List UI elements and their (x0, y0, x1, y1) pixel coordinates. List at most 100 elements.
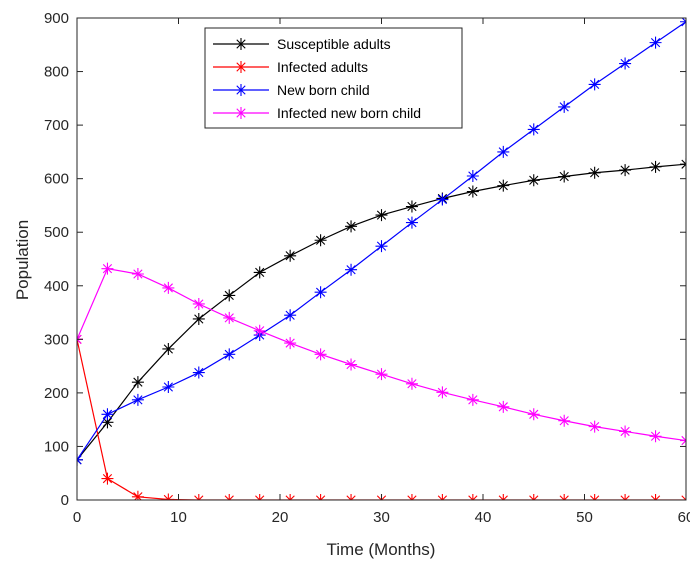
data-point (284, 249, 297, 262)
y-axis-label: Population (13, 220, 32, 300)
legend-label: Susceptible adults (277, 36, 391, 52)
x-axis-label: Time (Months) (327, 540, 436, 559)
series-1 (77, 333, 686, 500)
data-point (223, 348, 236, 361)
data-point (101, 416, 114, 429)
data-point (131, 376, 144, 389)
data-point (619, 425, 632, 438)
legend-marker (235, 107, 247, 119)
series-line-1 (77, 339, 686, 500)
data-point (192, 297, 205, 310)
data-point (345, 263, 358, 276)
data-point (253, 266, 266, 279)
legend-entry: New born child (213, 82, 370, 98)
data-point (649, 36, 662, 49)
data-point (131, 490, 144, 500)
data-point (162, 493, 175, 500)
data-point (253, 324, 266, 337)
legend-marker (235, 61, 247, 73)
series-0 (77, 158, 686, 466)
data-point (192, 312, 205, 325)
data-point (284, 309, 297, 322)
y-tick-label: 700 (44, 117, 69, 134)
data-point (558, 100, 571, 113)
data-point (588, 420, 601, 433)
series-3 (77, 262, 686, 447)
data-point (375, 240, 388, 253)
data-point (162, 281, 175, 294)
x-tick-label: 10 (170, 509, 187, 526)
data-point (284, 337, 297, 350)
data-point (101, 408, 114, 421)
legend-box (204, 27, 463, 129)
y-tick-label: 400 (44, 278, 69, 295)
data-point (405, 200, 418, 213)
data-point (558, 170, 571, 183)
x-tick-label: 0 (73, 509, 81, 526)
data-point (436, 386, 449, 399)
data-point (131, 267, 144, 280)
y-tick-label: 200 (44, 385, 69, 402)
data-point (527, 174, 540, 187)
data-point (497, 145, 510, 158)
legend-entry: Infected new born child (213, 105, 421, 121)
legend: Susceptible adults Infected adults New bor… (204, 27, 463, 129)
y-tick-label: 300 (44, 331, 69, 348)
legend-label: Infected new born child (277, 105, 421, 121)
axes: 0102030405060010020030040050060070080090… (44, 10, 690, 526)
data-point (497, 400, 510, 413)
data-point (619, 57, 632, 70)
data-point (680, 434, 686, 447)
y-tick-label: 0 (61, 492, 69, 509)
data-point (466, 393, 479, 406)
data-point (345, 358, 358, 371)
y-tick-label: 900 (44, 10, 69, 27)
data-point (405, 216, 418, 229)
legend-label: Infected adults (277, 59, 368, 75)
x-tick-label: 50 (576, 509, 593, 526)
data-point (101, 472, 114, 485)
legend-label: New born child (277, 82, 370, 98)
x-tick-label: 60 (678, 509, 690, 526)
x-tick-label: 30 (373, 509, 390, 526)
data-point (162, 380, 175, 393)
data-point (649, 430, 662, 443)
y-tick-label: 600 (44, 171, 69, 188)
legend-entry: Infected adults (213, 59, 368, 75)
data-point (314, 286, 327, 299)
data-point (223, 289, 236, 302)
x-tick-label: 20 (272, 509, 289, 526)
data-point (619, 164, 632, 177)
series-line-0 (77, 163, 686, 461)
data-point (131, 393, 144, 406)
y-tick-label: 800 (44, 64, 69, 81)
x-tick-label: 40 (475, 509, 492, 526)
y-tick-label: 100 (44, 438, 69, 455)
data-point (375, 209, 388, 222)
data-point (466, 169, 479, 182)
data-point (588, 78, 601, 91)
data-point (436, 193, 449, 206)
data-point (680, 158, 686, 171)
data-point (405, 377, 418, 390)
data-point (192, 366, 205, 379)
data-point (466, 185, 479, 198)
data-point (527, 123, 540, 136)
data-point (558, 414, 571, 427)
legend-entry: Susceptible adults (213, 36, 391, 52)
data-point (314, 348, 327, 361)
data-point (649, 160, 662, 173)
legend-marker (235, 38, 247, 50)
data-point (588, 166, 601, 179)
data-point (162, 342, 175, 355)
data-point (101, 262, 114, 275)
data-point (223, 311, 236, 324)
data-point (527, 408, 540, 421)
data-point (375, 368, 388, 381)
y-tick-label: 500 (44, 224, 69, 241)
data-point (345, 220, 358, 233)
data-point (314, 234, 327, 247)
legend-marker (235, 84, 247, 96)
data-point (497, 179, 510, 192)
